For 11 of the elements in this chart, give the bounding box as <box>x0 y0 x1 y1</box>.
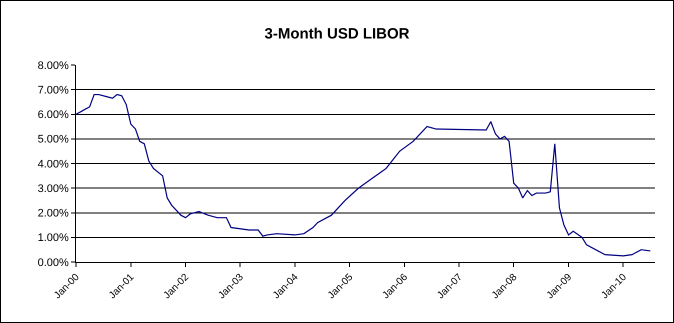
y-tick-label: 0.00% <box>38 256 70 269</box>
chart-title: 3-Month USD LIBOR <box>264 25 410 42</box>
y-tick-label: 6.00% <box>38 109 70 122</box>
y-tick-label: 3.00% <box>38 182 70 195</box>
y-tick-label: 1.00% <box>38 232 70 244</box>
y-tick-label: 7.00% <box>38 84 70 96</box>
y-tick-label: 5.00% <box>38 134 70 146</box>
y-tick-label: 2.00% <box>38 208 70 220</box>
y-tick-label: 8.00% <box>38 60 70 72</box>
y-tick-label: 4.00% <box>38 158 70 170</box>
line-series <box>76 94 651 256</box>
